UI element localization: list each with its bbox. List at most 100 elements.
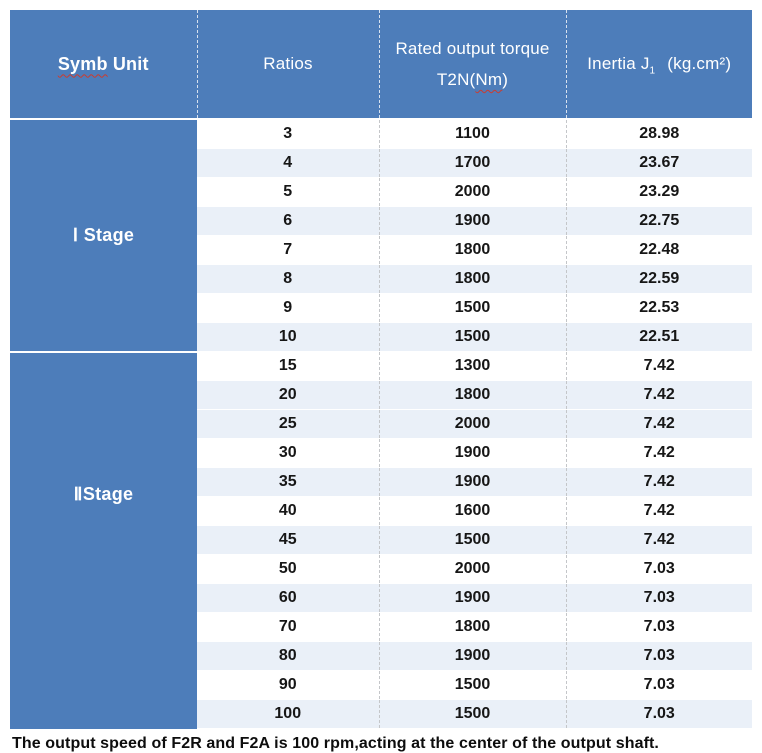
inertia-cell: 22.59 [565, 264, 752, 294]
torque-cell: 1500 [378, 322, 566, 352]
table-row: 50 2000 7.03 [10, 554, 752, 584]
inertia-cell: 7.03 [565, 670, 752, 700]
inertia-cell: 7.42 [565, 351, 752, 381]
torque-cell: 1900 [378, 641, 566, 671]
torque-header-line2: T2N(Nm) [380, 64, 566, 95]
torque-cell: 2000 [378, 554, 566, 584]
symb-word: Symb [57, 53, 108, 74]
torque-cell: 2000 [378, 409, 566, 439]
torque-cell: 2000 [378, 177, 566, 207]
inertia-cell: 7.42 [565, 380, 752, 410]
table-row: 60 1900 7.03 [10, 583, 752, 613]
table-row: 5 2000 23.29 [10, 177, 752, 207]
ratio-cell: 50 [197, 554, 379, 584]
ratio-cell: 35 [197, 467, 379, 497]
table-row: 6 1900 22.75 [10, 206, 752, 236]
table-row: Ⅰ Stage 3 1100 28.98 [10, 119, 752, 353]
table-row: 4 1700 23.67 [10, 148, 752, 178]
torque-cell: 1900 [378, 206, 566, 236]
torque-cell: 1900 [378, 467, 566, 497]
table-row: 100 1500 7.03 [10, 699, 752, 729]
inertia-cell: 7.42 [565, 467, 752, 497]
inertia-cell: 22.48 [565, 235, 752, 265]
ratio-cell: 90 [197, 670, 379, 700]
stage-section: Ⅰ Stage 3 1100 28.98 4 1700 23.67 5 2000 23.29 6 19… [10, 119, 752, 353]
table-row: 10 1500 22.51 [10, 322, 752, 352]
ratio-cell: 3 [197, 119, 379, 149]
stage-section: ⅡStage 15 1300 7.42 20 1800 7.42 25 2000 7.42 30 19… [10, 351, 752, 729]
col-header-inertia: Inertia J1 (kg.cm²) [565, 10, 752, 119]
table-row: 30 1900 7.42 [10, 438, 752, 468]
inertia-cell: 23.67 [565, 148, 752, 178]
torque-cell: 1800 [378, 380, 566, 410]
ratio-cell: 60 [197, 583, 379, 613]
inertia-cell: 23.29 [565, 177, 752, 207]
torque-cell: 1800 [378, 612, 566, 642]
inertia-cell: 7.42 [565, 525, 752, 555]
stage-label: ⅡStage [10, 351, 197, 729]
table-row: 40 1600 7.42 [10, 496, 752, 526]
ratio-cell: 8 [197, 264, 379, 294]
torque-cell: 1500 [378, 699, 566, 729]
torque-symbol: T2N( [436, 70, 476, 89]
col-header-torque: Rated output torque T2N(Nm) [378, 10, 566, 119]
inertia-cell: 7.03 [565, 699, 752, 729]
table-row: 20 1800 7.42 [10, 380, 752, 410]
table-header: Symb Unit Ratios Rated output torque T2N… [10, 10, 752, 119]
inertia-subscript: 1 [649, 65, 656, 77]
inertia-unit: (kg.cm²) [667, 54, 732, 73]
unit-word: Unit [107, 53, 149, 74]
torque-cell: 1600 [378, 496, 566, 526]
inertia-cell: 7.03 [565, 583, 752, 613]
torque-cell: 1100 [378, 119, 566, 149]
inertia-cell: 7.03 [565, 641, 752, 671]
inertia-cell: 7.03 [565, 612, 752, 642]
ratio-cell: 30 [197, 438, 379, 468]
torque-cell: 1900 [378, 583, 566, 613]
inertia-cell: 7.42 [565, 409, 752, 439]
table-row: 35 1900 7.42 [10, 467, 752, 497]
inertia-label: Inertia J [587, 54, 650, 73]
spec-table: Symb Unit Ratios Rated output torque T2N… [10, 10, 752, 729]
inertia-cell: 22.75 [565, 206, 752, 236]
col-header-ratios: Ratios [196, 10, 379, 119]
col-header-symb-unit: Symb Unit [10, 10, 197, 119]
ratio-cell: 5 [197, 177, 379, 207]
table-row: 9 1500 22.53 [10, 293, 752, 323]
ratio-cell: 4 [197, 148, 379, 178]
ratio-cell: 25 [197, 409, 379, 439]
ratio-cell: 100 [197, 699, 379, 729]
inertia-cell: 22.53 [565, 293, 752, 323]
footnote: The output speed of F2R and F2A is 100 r… [12, 735, 659, 752]
ratio-cell: 7 [197, 235, 379, 265]
torque-cell: 1700 [378, 148, 566, 178]
torque-cell: 1800 [378, 264, 566, 294]
torque-header-line1: Rated output torque [395, 38, 550, 58]
table-row: 7 1800 22.48 [10, 235, 752, 265]
table-row: ⅡStage 15 1300 7.42 [10, 351, 752, 729]
table-row: 25 2000 7.42 [10, 409, 752, 439]
ratio-cell: 80 [197, 641, 379, 671]
inertia-cell: 7.42 [565, 496, 752, 526]
torque-cell: 1300 [378, 351, 566, 381]
stage-label: Ⅰ Stage [10, 119, 197, 353]
table-row: 70 1800 7.03 [10, 612, 752, 642]
torque-cell: 1900 [378, 438, 566, 468]
torque-cell: 1500 [378, 670, 566, 700]
table-row: 80 1900 7.03 [10, 641, 752, 671]
ratio-cell: 10 [197, 322, 379, 352]
ratio-cell: 20 [197, 380, 379, 410]
torque-cell: 1500 [378, 525, 566, 555]
table-row: 8 1800 22.59 [10, 264, 752, 294]
ratio-cell: 40 [197, 496, 379, 526]
header-row: Symb Unit Ratios Rated output torque T2N… [10, 10, 752, 119]
ratio-cell: 9 [197, 293, 379, 323]
torque-paren: ) [502, 70, 509, 89]
torque-unit-nm: Nm [475, 70, 503, 89]
inertia-cell: 7.42 [565, 438, 752, 468]
torque-cell: 1800 [378, 235, 566, 265]
ratio-cell: 6 [197, 206, 379, 236]
inertia-cell: 28.98 [565, 119, 752, 149]
torque-cell: 1500 [378, 293, 566, 323]
